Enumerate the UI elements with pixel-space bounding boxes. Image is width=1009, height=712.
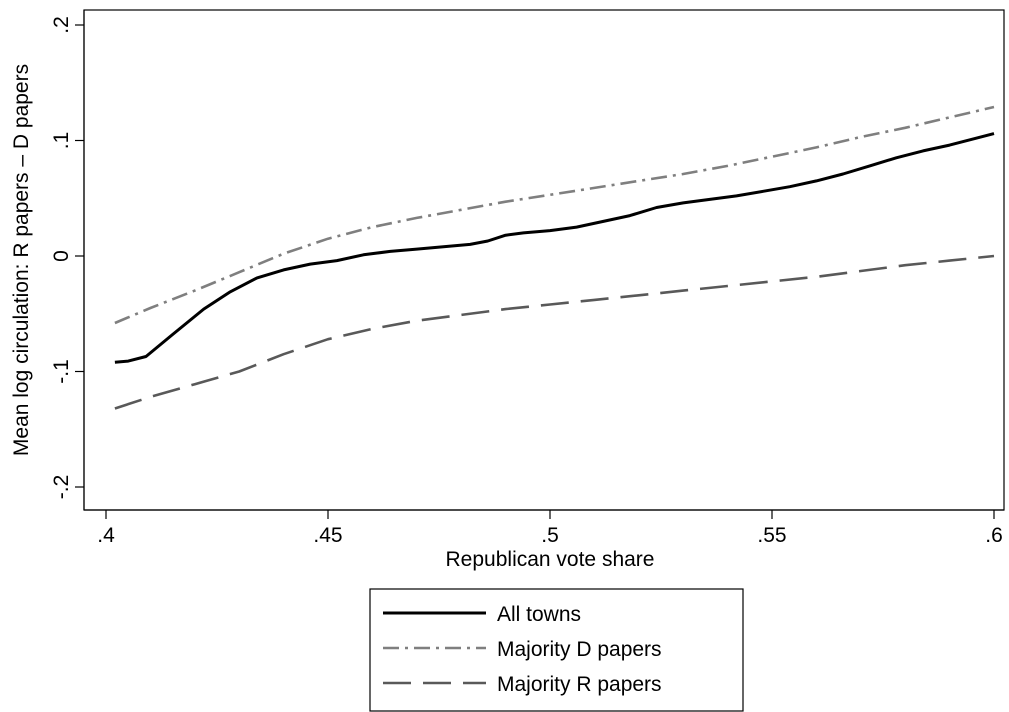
series-line-all-towns — [114, 132, 995, 364]
series-line-majority-d-papers — [114, 105, 995, 325]
x-axis-title: Republican vote share — [446, 548, 655, 571]
x-tick-label: .6 — [985, 524, 1003, 547]
legend-label: All towns — [497, 603, 581, 626]
x-tick-label: .5 — [541, 524, 559, 547]
x-axis: .4 .45 .5 .55 .6 Republican vote share — [84, 509, 1004, 571]
series-line-majority-r-papers — [114, 254, 995, 410]
y-tick-label: 0 — [50, 250, 73, 262]
y-ticks: -.2 -.1 0 .1 .2 — [50, 16, 84, 499]
y-axis-title: Mean log circulation: R papers – D paper… — [10, 64, 33, 456]
x-tick-label: .4 — [97, 524, 115, 547]
legend-box — [369, 588, 744, 712]
y-tick-label: .2 — [50, 16, 73, 34]
legend-label: Majority D papers — [497, 638, 662, 661]
y-tick-label: -.2 — [50, 475, 73, 500]
y-tick-label: .1 — [50, 132, 73, 150]
legend-items: All towns Majority D papers Majority R pap… — [383, 603, 662, 696]
y-axis: -.2 -.1 0 .1 .2 Mean log circulation: R pape… — [10, 10, 85, 510]
x-tick-label: .55 — [757, 524, 786, 547]
x-ticks: .4 .45 .5 .55 .6 — [97, 510, 1003, 547]
series-layer — [114, 105, 995, 410]
legend: All towns Majority D papers Majority R pap… — [369, 588, 744, 712]
y-tick-label: -.1 — [50, 359, 73, 384]
x-tick-label: .45 — [313, 524, 342, 547]
legend-label: Majority R papers — [497, 673, 662, 696]
